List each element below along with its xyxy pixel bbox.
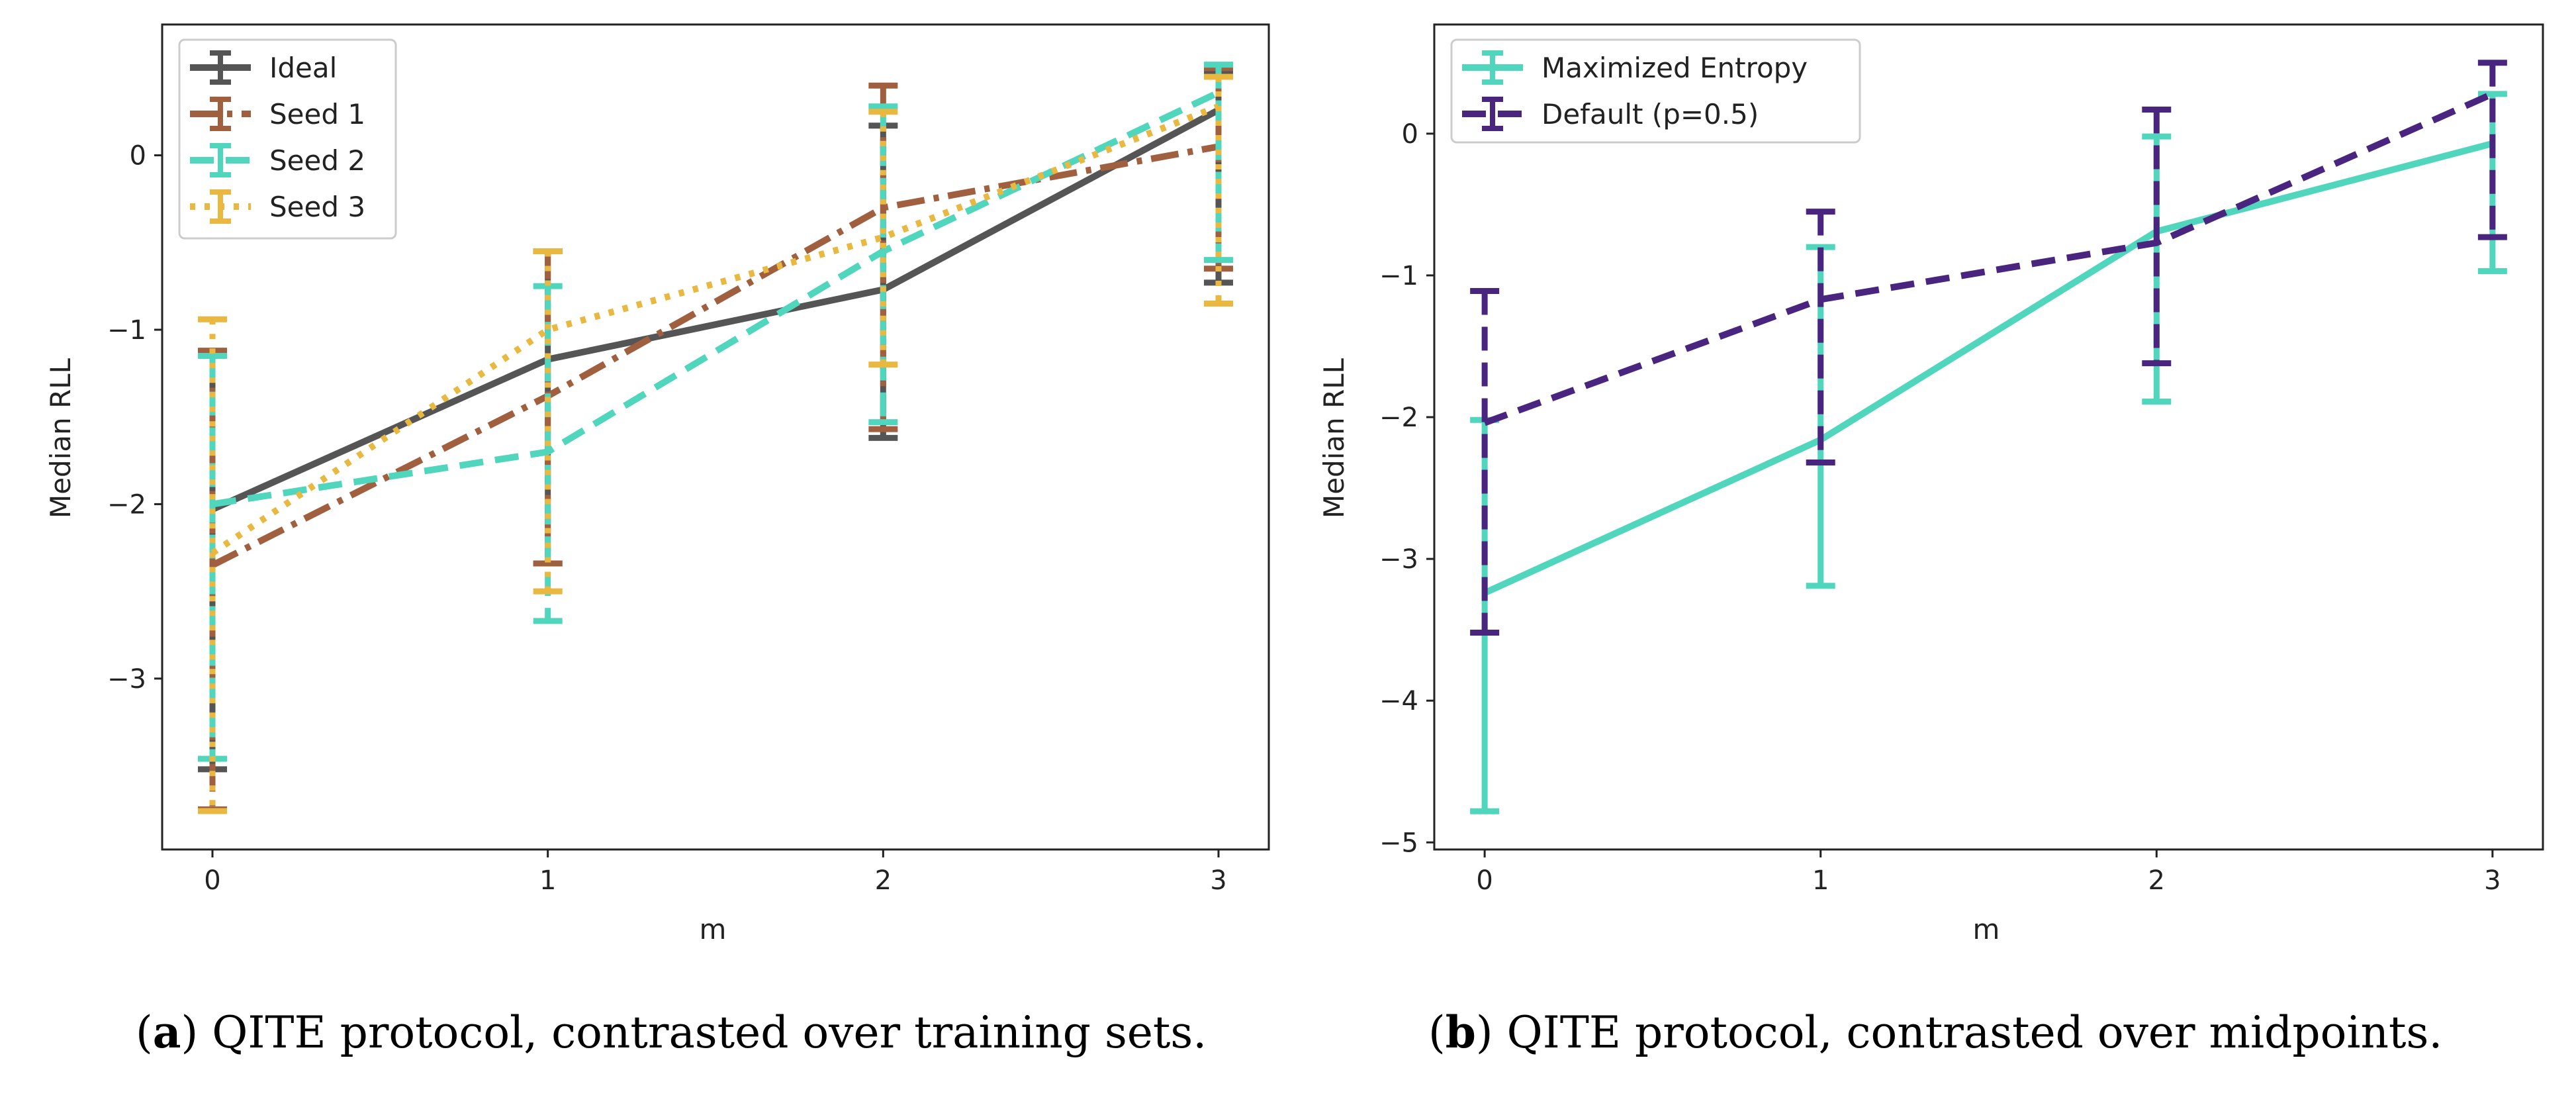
y-tick-label: −2	[1379, 403, 1418, 433]
legend-label: Maximized Entropy	[1541, 52, 1808, 84]
panel-a-marks	[198, 62, 1233, 814]
series-line	[212, 89, 1220, 508]
panel-b-legend: Maximized Entropy Default (p=0.5)	[1450, 38, 1861, 144]
x-tick-label: 1	[1812, 865, 1829, 896]
x-tick-label: 2	[875, 865, 892, 896]
caption-a-label: a	[152, 1006, 181, 1058]
panel-a-x-axis-label: m	[700, 913, 727, 945]
series-line	[1483, 140, 2494, 597]
caption-b-label: b	[1445, 1006, 1476, 1058]
series-default-p-0-5-	[1470, 60, 2507, 636]
legend-label: Seed 2	[269, 144, 365, 177]
legend-box	[178, 38, 397, 240]
panel-b-marks	[1470, 60, 2507, 814]
panel-b-x-axis-label: m	[1973, 913, 2000, 945]
legend-label: Default (p=0.5)	[1541, 98, 1759, 130]
panel-a-axes: 0 1 2 3 0 −1 −2 −3	[107, 141, 1227, 896]
y-tick-label: −5	[1379, 828, 1418, 858]
legend-label: Ideal	[269, 52, 337, 84]
series-line	[210, 143, 1219, 569]
panel-b-y-axis-label: Median RLL	[1318, 358, 1350, 518]
caption-a: (a) QITE protocol, contrasted over train…	[136, 1006, 1207, 1058]
legend-label: Seed 3	[269, 191, 365, 223]
legend-box	[1450, 38, 1861, 144]
caption-a-open: (	[136, 1007, 153, 1058]
x-tick-label: 0	[1476, 865, 1493, 896]
caption-b-text: ) QITE protocol, contrasted over midpoin…	[1475, 1007, 2443, 1058]
x-tick-label: 3	[2484, 865, 2501, 896]
x-tick-label: 1	[539, 865, 556, 896]
x-tick-label: 3	[1210, 865, 1226, 896]
caption-b-open: (	[1428, 1007, 1446, 1058]
y-tick-label: −3	[1379, 544, 1418, 575]
caption-a-text: ) QITE protocol, contrasted over trainin…	[181, 1007, 1207, 1058]
series-maximized-entropy	[1470, 91, 2507, 814]
panel-b-plot-frame	[1433, 23, 2544, 851]
panel-a-plot-frame	[161, 23, 1270, 851]
y-tick-label: −2	[107, 489, 146, 520]
panel-a-legend: Ideal Seed 1 Seed 2 Seed 3	[178, 38, 397, 240]
y-tick-label: −1	[1379, 261, 1418, 291]
panel-b-axes: 0 1 2 3 0 −1 −2 −3 −4 −5	[1379, 119, 2501, 896]
y-tick-label: −1	[107, 315, 146, 346]
y-tick-label: 0	[1402, 119, 1418, 150]
y-tick-label: 0	[130, 141, 146, 171]
y-tick-label: −4	[1379, 686, 1418, 716]
series-seed-3	[198, 73, 1233, 814]
x-tick-label: 2	[2148, 865, 2165, 896]
legend-label: Seed 1	[269, 98, 365, 130]
series-line	[1483, 91, 2494, 426]
panel-b-chart: 0 1 2 3 0 −1 −2 −3 −4 −5 m Median RLL Maximized E…	[1318, 23, 2544, 945]
y-tick-label: −3	[107, 664, 146, 695]
caption-b: (b) QITE protocol, contrasted over midpo…	[1428, 1006, 2442, 1058]
panel-a-y-axis-label: Median RLL	[44, 358, 77, 518]
series-line	[210, 107, 1220, 512]
x-tick-label: 0	[204, 865, 220, 896]
panel-a-chart: 0 1 2 3 0 −1 −2 −3 m Median RLL Ideal Seed 1 Seed…	[44, 23, 1270, 945]
